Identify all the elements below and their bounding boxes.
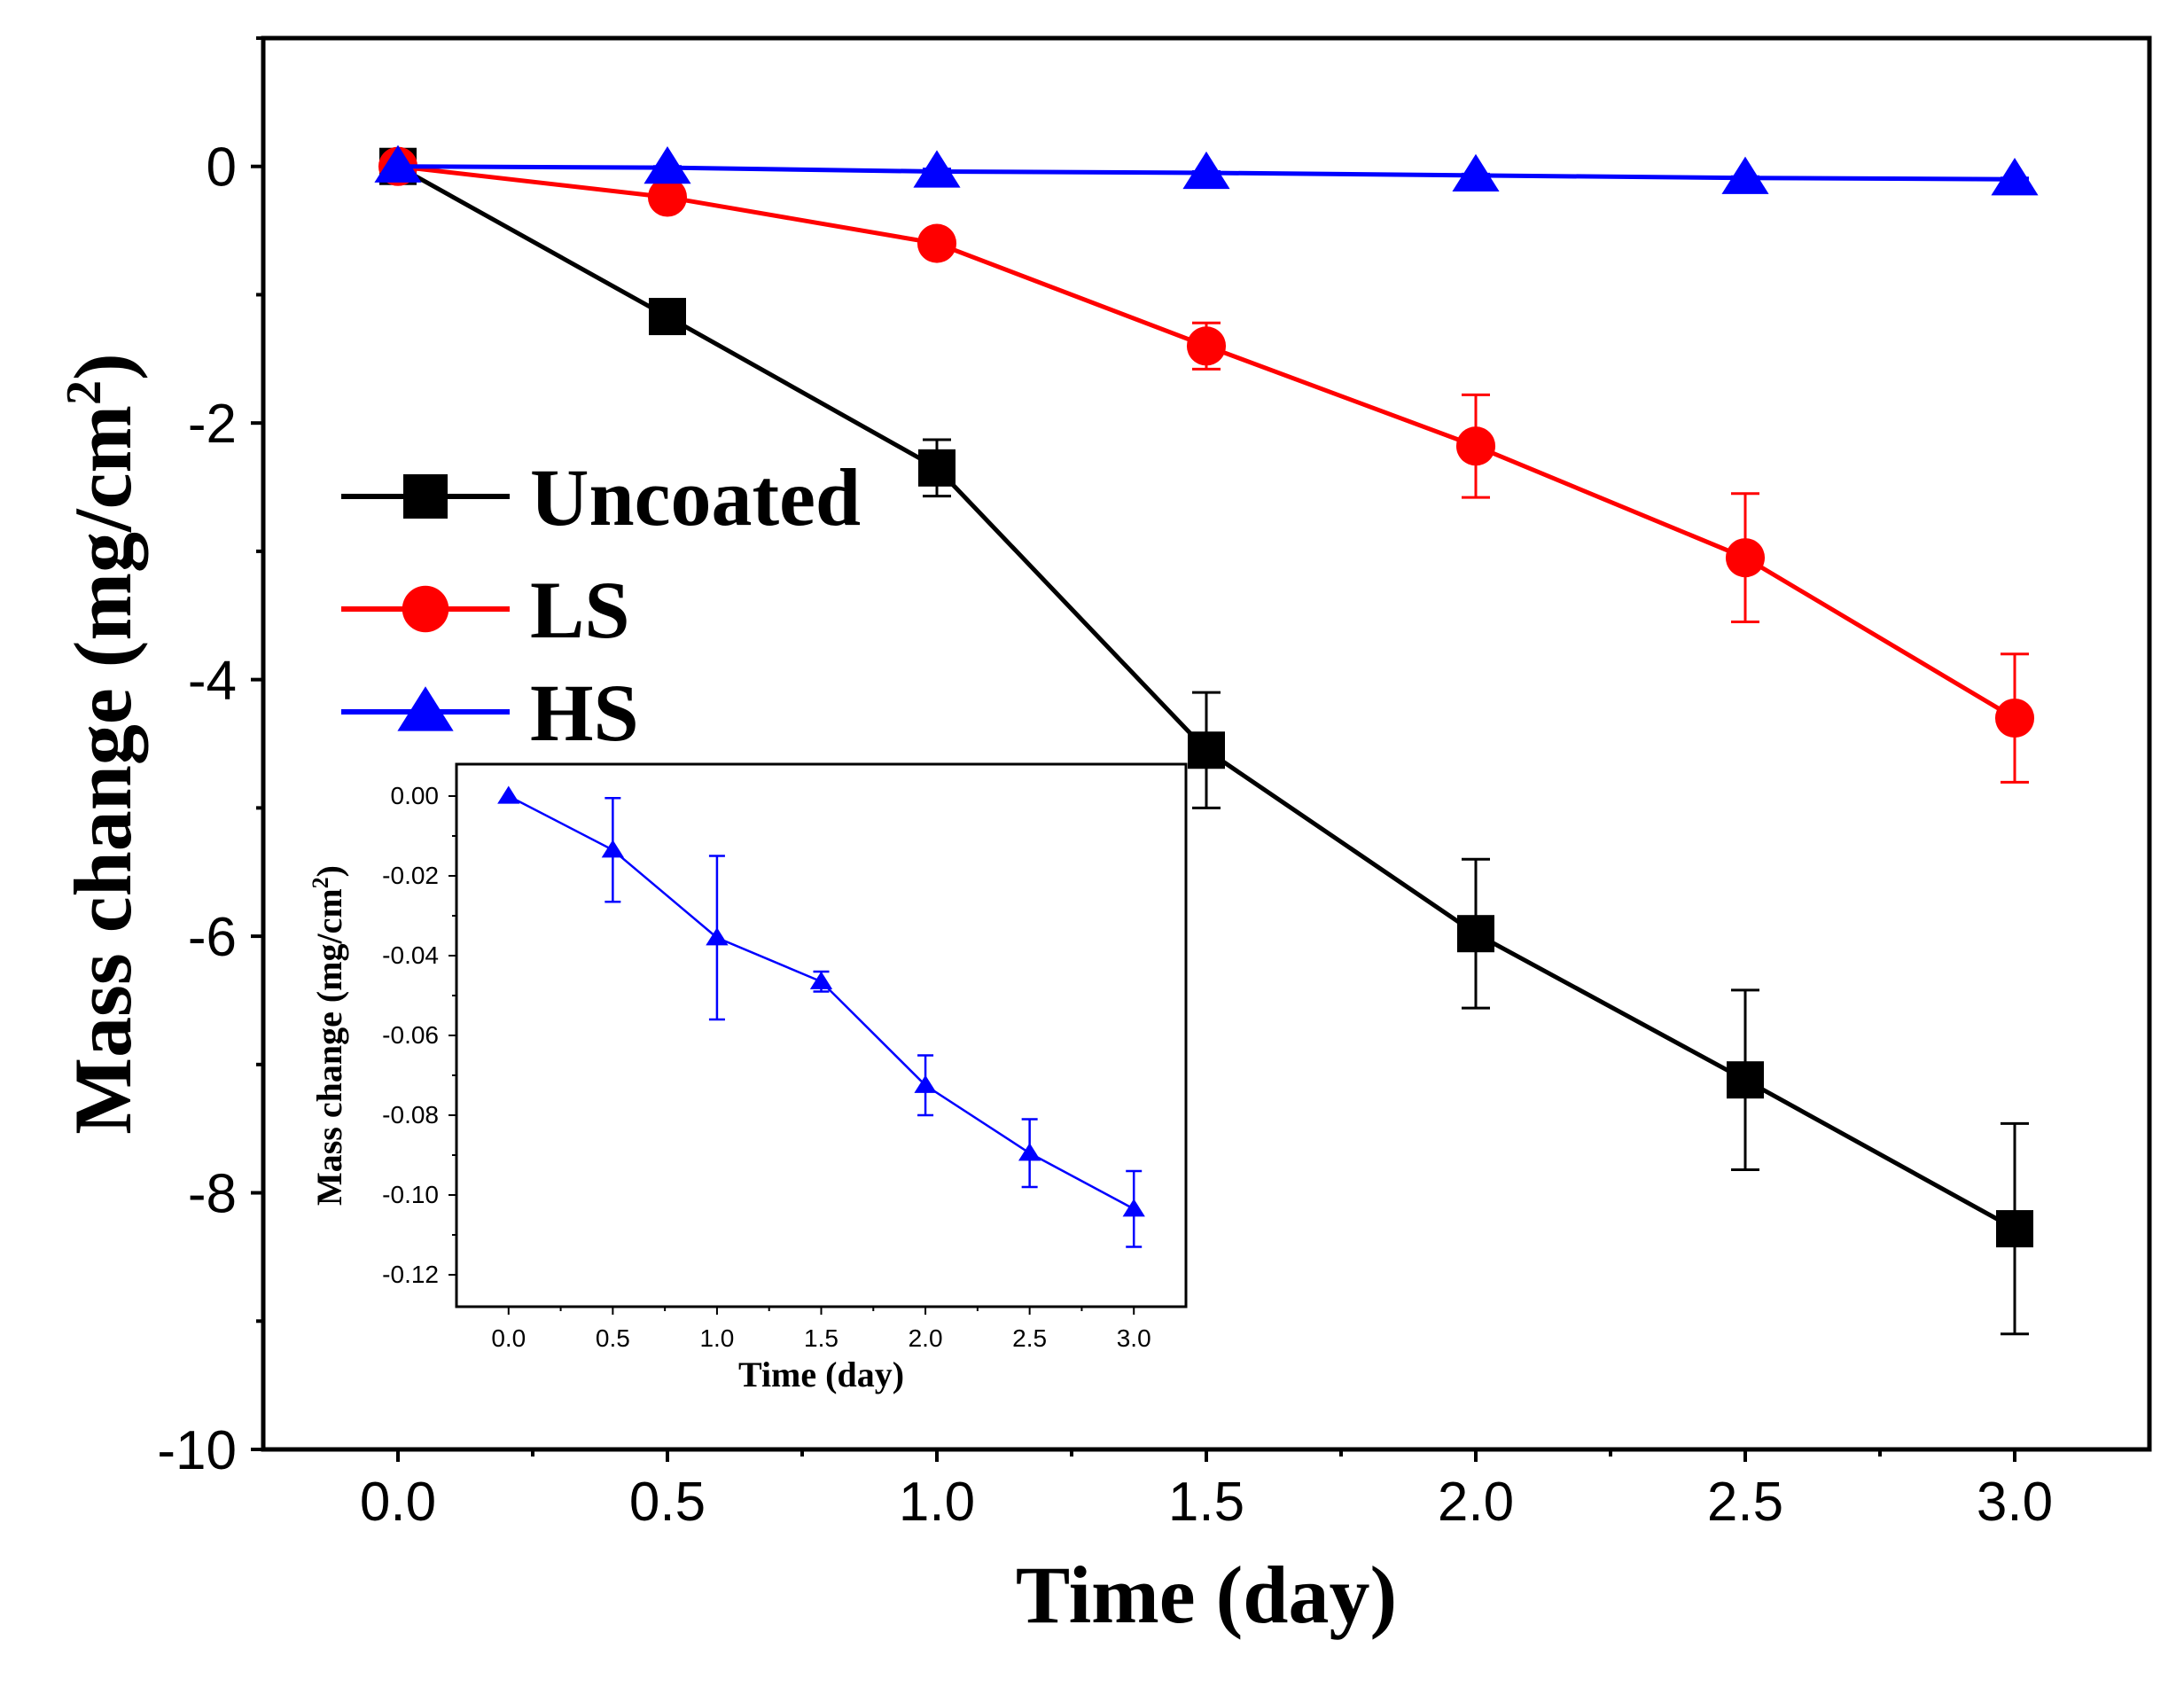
main-x-tick-label: 2.5 xyxy=(1707,1472,1783,1533)
main-data-point xyxy=(1725,538,1766,578)
main-data-point xyxy=(649,298,686,336)
main-data-point xyxy=(1182,151,1230,190)
inset-data-point xyxy=(1122,1199,1145,1217)
inset-y-axis-title: Mass change (mg/cm2) xyxy=(308,865,349,1206)
inset-x-tick-label: 1.5 xyxy=(804,1324,838,1352)
main-series-hs xyxy=(374,144,2039,196)
inset-data-point xyxy=(706,927,729,946)
main-data-point xyxy=(1991,158,2039,196)
main-x-tick-label: 1.5 xyxy=(1168,1472,1244,1533)
legend-item-hs: HS xyxy=(341,668,639,758)
main-chart: 0.0 0.5 1.0 1.5 2.0 2.5 3.0 0 -2 -4 -6 -8 -10 Time (d… xyxy=(57,35,2152,1640)
main-data-point xyxy=(1727,1061,1764,1099)
main-y-axis-title-main: Mass change (mg/cm xyxy=(58,405,148,1135)
main-series-uncoated xyxy=(379,147,2033,1336)
legend-item-ls: LS xyxy=(341,565,630,655)
legend-item-uncoated: Uncoated xyxy=(341,452,861,543)
inset-data-point xyxy=(914,1074,937,1093)
inset-data-point xyxy=(1018,1143,1041,1161)
inset-y-tick-label: -0.02 xyxy=(382,862,439,889)
main-x-tick-label: 1.0 xyxy=(899,1472,975,1533)
legend-label: LS xyxy=(530,565,630,655)
main-data-point xyxy=(1455,426,1496,466)
inset-x-tick-label: 0.0 xyxy=(491,1324,526,1352)
main-y-axis-title: Mass change (mg/cm2) xyxy=(57,353,148,1134)
inset-x-tick-label: 2.0 xyxy=(909,1324,943,1352)
main-data-point xyxy=(918,449,956,487)
inset-data-point xyxy=(809,971,833,989)
inset-y-axis-title-main: Mass change (mg/cm xyxy=(309,888,349,1206)
main-x-tick-label: 3.0 xyxy=(1977,1472,2053,1533)
main-data-point xyxy=(644,146,691,184)
inset-y-tick-label: -0.12 xyxy=(382,1261,439,1288)
main-y-tick-label: -2 xyxy=(188,394,237,455)
main-data-point xyxy=(913,150,961,188)
legend-marker xyxy=(402,585,449,633)
inset-x-axis-title: Time (day) xyxy=(738,1355,904,1394)
main-x-tick-label: 2.0 xyxy=(1438,1472,1514,1533)
main-y-tick-label: -8 xyxy=(188,1164,237,1225)
inset-y-tick-label: -0.04 xyxy=(382,941,439,969)
main-data-point xyxy=(374,144,422,183)
inset-x-tick-label: 0.5 xyxy=(596,1324,630,1352)
inset-y-axis-title-close: ) xyxy=(309,865,349,877)
inset-y-axis-title-sup: 2 xyxy=(308,877,333,888)
main-y-tick-label: -4 xyxy=(188,651,237,712)
main-data-point xyxy=(1721,156,1769,194)
main-x-axis-title: Time (day) xyxy=(1016,1550,1397,1640)
inset-x-tick-label: 2.5 xyxy=(1012,1324,1047,1352)
inset-plot-frame xyxy=(455,762,1188,1308)
inset-series-hs xyxy=(497,785,1145,1248)
main-data-point xyxy=(1186,326,1227,366)
legend-label: Uncoated xyxy=(530,452,861,543)
legend-label: HS xyxy=(530,668,639,758)
main-data-point xyxy=(647,177,688,217)
inset-y-tick-label: -0.06 xyxy=(382,1021,439,1049)
inset-y-tick-label: -0.08 xyxy=(382,1101,439,1129)
inset-x-tick-label: 3.0 xyxy=(1117,1324,1151,1352)
main-data-point xyxy=(1452,153,1500,191)
inset-data-point xyxy=(497,785,520,804)
main-data-point xyxy=(1188,731,1225,769)
legend: Uncoated LS HS xyxy=(341,452,861,758)
inset-y-tick-label: -0.10 xyxy=(382,1181,439,1208)
main-data-point xyxy=(1996,1210,2033,1248)
main-data-point xyxy=(1994,699,2035,738)
inset-y-tick-label: 0.00 xyxy=(391,782,440,809)
main-series-line xyxy=(397,164,2016,721)
main-data-point xyxy=(1457,915,1494,953)
legend-marker xyxy=(397,686,454,731)
main-y-tick-label: 0 xyxy=(207,137,237,199)
legend-marker xyxy=(403,474,448,519)
inset-data-point xyxy=(601,840,625,858)
inset-x-tick-label: 1.0 xyxy=(699,1324,734,1352)
inset-chart: 0.0 0.5 1.0 1.5 2.0 2.5 3.0 0.00 -0.02 -0.04 -0.06… xyxy=(308,762,1188,1394)
main-y-axis-title-close: ) xyxy=(58,353,148,380)
main-x-tick-label: 0.0 xyxy=(360,1472,436,1533)
main-x-tick-label: 0.5 xyxy=(629,1472,706,1533)
main-data-point xyxy=(916,223,957,263)
main-y-axis-title-sup: 2 xyxy=(57,380,112,405)
main-y-tick-label: -6 xyxy=(188,907,237,968)
main-y-tick-label: -10 xyxy=(157,1420,237,1481)
